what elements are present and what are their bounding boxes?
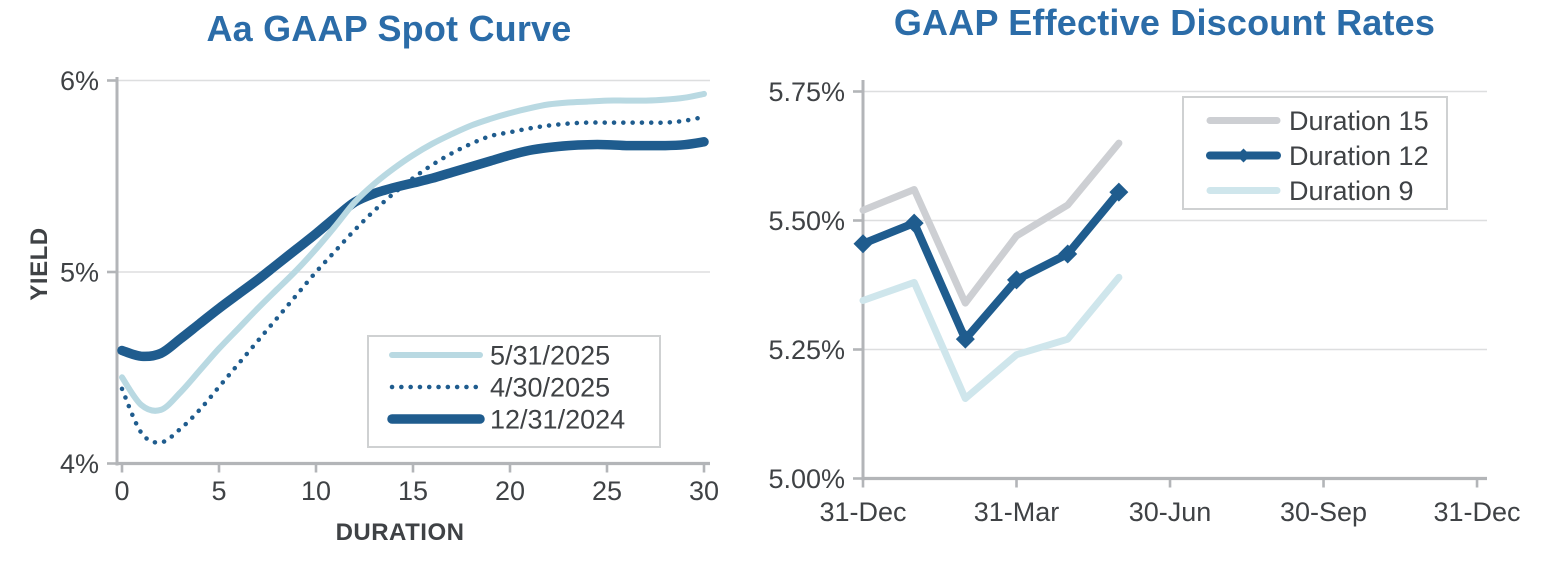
series-duration-12-marker bbox=[853, 234, 873, 254]
legend-marker-duration-12 bbox=[1236, 148, 1251, 163]
legend-label-4-30-2025: 4/30/2025 bbox=[490, 373, 610, 403]
x-tick-label: 31-Mar bbox=[974, 497, 1060, 527]
chart-title: Aa GAAP Spot Curve bbox=[206, 8, 572, 49]
x-tick-label: 31-Dec bbox=[1434, 497, 1521, 527]
legend-label-12-31-2024: 12/31/2024 bbox=[490, 405, 625, 435]
y-tick-label: 4% bbox=[60, 449, 99, 479]
series-5-31-2025-line bbox=[119, 90, 707, 414]
series-duration-12-marker bbox=[904, 213, 924, 233]
x-tick-label: 31-Dec bbox=[819, 497, 906, 527]
legend-label-duration-9: Duration 9 bbox=[1289, 176, 1414, 206]
chart-title: GAAP Effective Discount Rates bbox=[893, 2, 1436, 43]
legend-label-duration-15: Duration 15 bbox=[1289, 106, 1429, 136]
series-duration-9-line bbox=[859, 273, 1123, 402]
series-12-31-2024-line bbox=[117, 137, 709, 362]
x-tick-label: 25 bbox=[592, 476, 622, 506]
x-tick-label: 30 bbox=[689, 476, 719, 506]
discount-rates-plot: 5.00% 5.25% 5.50% 5.75% 31-Dec 31-Mar 30-Jun 30… bbox=[768, 77, 1521, 527]
y-tick-label: 5.25% bbox=[768, 335, 845, 365]
y-tick-label: 5.00% bbox=[768, 464, 845, 494]
series-duration-12-line bbox=[859, 188, 1123, 344]
series-duration-12-marker bbox=[1109, 182, 1129, 202]
x-tick-label: 15 bbox=[398, 476, 428, 506]
x-tick-label: 30-Sep bbox=[1280, 497, 1367, 527]
series-duration-12-marker bbox=[955, 329, 975, 349]
y-tick-label: 5.75% bbox=[768, 77, 845, 107]
x-tick-label: 5 bbox=[211, 476, 226, 506]
aa-gaap-spot-curve-chart: Aa GAAP Spot Curve YIELD DURATION 4% 5% 6%… bbox=[0, 0, 760, 565]
x-tick-label: 0 bbox=[114, 476, 129, 506]
gaap-effective-discount-rates-chart: GAAP Effective Discount Rates 5.00% 5.25%… bbox=[760, 0, 1555, 565]
spot-curve-plot: 4% 5% 6% 0 5 10 15 20 25 30 5/31/20254/30/202512/3… bbox=[60, 66, 719, 506]
x-tick-label: 10 bbox=[301, 476, 331, 506]
x-tick-label: 30-Jun bbox=[1129, 497, 1212, 527]
series-duration-15-line bbox=[859, 139, 1123, 307]
x-axis-label: DURATION bbox=[335, 519, 465, 546]
legend-label-5-31-2025: 5/31/2025 bbox=[490, 341, 610, 371]
y-tick-label: 5.50% bbox=[768, 206, 845, 236]
x-tick-label: 20 bbox=[495, 476, 525, 506]
legend-label-duration-12: Duration 12 bbox=[1289, 141, 1429, 171]
y-tick-label: 5% bbox=[60, 258, 99, 288]
y-tick-label: 6% bbox=[60, 66, 99, 96]
series-duration-12-marker bbox=[1007, 270, 1027, 290]
series-duration-12-marker bbox=[1058, 244, 1078, 264]
